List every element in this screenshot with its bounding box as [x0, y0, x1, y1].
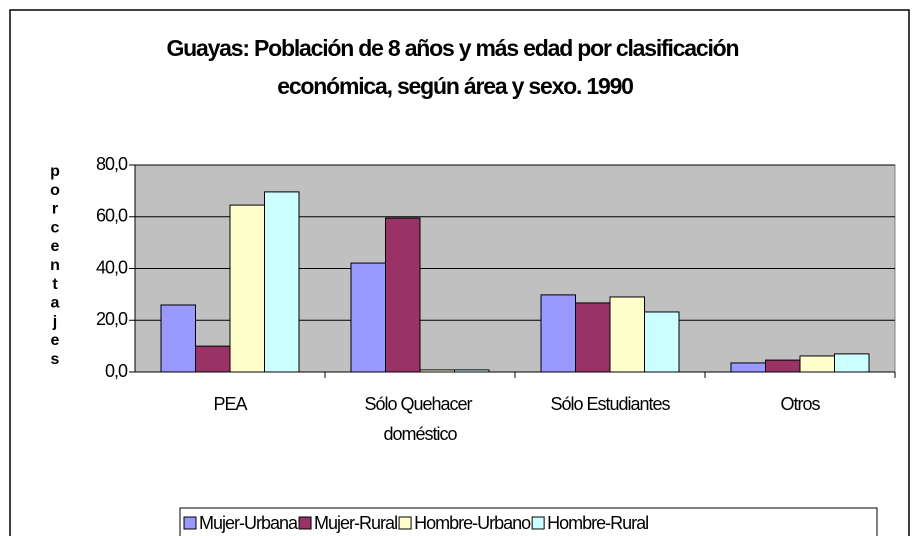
legend-swatch	[298, 516, 312, 530]
bar	[765, 359, 801, 373]
bar	[540, 294, 576, 373]
bar	[264, 191, 300, 373]
legend-label: Mujer-Urbana	[199, 513, 299, 533]
bar	[385, 217, 421, 373]
bar	[799, 355, 835, 373]
chart-title: Guayas: Población de 8 años y más edad p…	[166, 35, 743, 99]
legend-box	[179, 507, 878, 536]
legend-swatch	[398, 516, 412, 530]
legend-swatch	[183, 516, 197, 530]
bar	[419, 369, 455, 373]
legend-label: Mujer-Rural	[314, 513, 397, 533]
bar	[730, 362, 766, 373]
bar	[195, 345, 231, 373]
bar	[350, 262, 386, 373]
bar	[575, 302, 611, 373]
legend-label: Hombre-Urbano	[414, 513, 531, 533]
x-tick-label: PEA	[213, 394, 247, 414]
bar	[644, 311, 680, 373]
bar	[834, 353, 870, 373]
y-tick-label: 80,0	[96, 154, 128, 174]
x-tick-label: Sólo Estudiantes	[550, 394, 670, 414]
bar	[160, 304, 196, 373]
bar	[609, 296, 645, 373]
bar	[454, 369, 490, 373]
legend-swatch	[531, 516, 545, 530]
y-tick-label: 40,0	[96, 257, 128, 277]
y-tick-label: 60,0	[96, 206, 128, 226]
y-tick-label: 0,0	[105, 361, 128, 381]
bar	[229, 204, 265, 373]
x-tick-label: Otros	[780, 394, 820, 414]
legend-label: Hombre-Rural	[547, 513, 648, 533]
y-tick-label: 20,0	[96, 309, 128, 329]
x-tick-label: Sólo Quehacer doméstico	[364, 394, 475, 444]
